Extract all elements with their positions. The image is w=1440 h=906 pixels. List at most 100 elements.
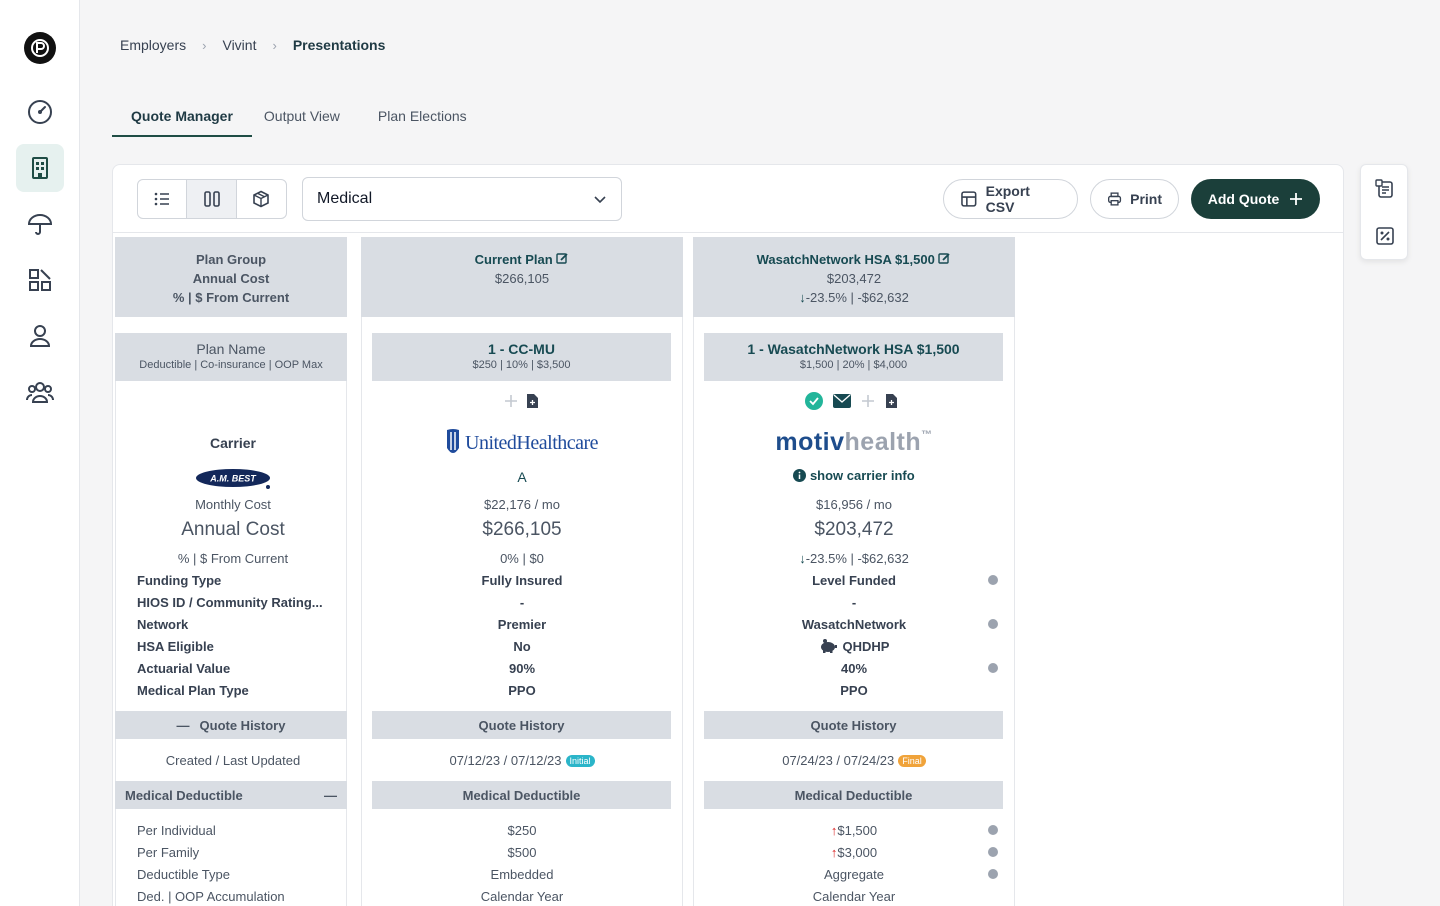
chevron-right-icon: ›: [272, 37, 277, 53]
add-icon[interactable]: [861, 394, 875, 408]
nav-dashboard[interactable]: [16, 88, 64, 136]
envelope-icon[interactable]: [833, 394, 851, 408]
difference-indicator: [988, 663, 998, 673]
table-icon: [961, 191, 977, 207]
rate-change-button[interactable]: [1373, 224, 1397, 248]
umbrella-icon: [27, 214, 53, 235]
nav-coverage[interactable]: [16, 200, 64, 248]
view-toggle-group: [137, 179, 287, 219]
column-view-button[interactable]: [187, 180, 237, 218]
package-view-button[interactable]: [237, 180, 286, 218]
created-updated-label: Created / Last Updated: [165, 753, 301, 768]
wasatch-plan-name-header: 1 - WasatchNetwork HSA $1,500 $1,500 | 2…: [704, 333, 1003, 381]
arrow-up-icon: ↑: [830, 823, 838, 838]
wasatch-plan-delta-row: ↓-23.5% | -$62,632: [693, 288, 1015, 307]
show-carrier-info-link[interactable]: show carrier info: [693, 468, 1015, 483]
plan-type-select[interactable]: Medical: [302, 177, 622, 221]
current-plan-actions: [504, 394, 538, 408]
current-plan-monthly: $22,176 / mo: [484, 497, 560, 512]
difference-indicator: [988, 619, 998, 629]
document-add-icon[interactable]: [526, 394, 538, 408]
nav-team[interactable]: [16, 368, 64, 416]
add-icon[interactable]: [504, 394, 518, 408]
current-funding-type: Fully Insured: [481, 573, 563, 588]
labels-column: Plan Group Annual Cost % | $ From Curren…: [115, 237, 347, 906]
wasatch-actuarial-value: 40%: [840, 661, 868, 676]
current-actuarial-value: 90%: [508, 661, 536, 676]
health-wordmark: health: [844, 428, 922, 456]
plan-name-sub-label: Deductible | Co-insurance | OOP Max: [139, 359, 323, 371]
minus-icon: —: [324, 787, 337, 803]
printer-icon: [1108, 192, 1122, 206]
medical-plan-type-label: Medical Plan Type: [137, 683, 249, 698]
nav-employers[interactable]: [16, 144, 64, 192]
wasatch-plan-title-row: WasatchNetwork HSA $1,500: [693, 250, 1015, 269]
current-plan-name: 1 - CC-MU: [488, 341, 555, 357]
breadcrumb-employers[interactable]: Employers: [120, 37, 187, 53]
final-badge: Final: [898, 755, 926, 767]
side-tools-panel: [1360, 164, 1408, 260]
report-button[interactable]: [1373, 177, 1397, 201]
wasatch-plan-delta: -23.5% | -$62,632: [805, 290, 909, 305]
uhc-wordmark: UnitedHealthcare: [465, 431, 599, 454]
current-plan-title: Current Plan: [474, 252, 553, 267]
nav-profile[interactable]: [16, 312, 64, 360]
breadcrumb-vivint[interactable]: Vivint: [222, 37, 257, 53]
wasatch-plan-from-current-row: ↓-23.5% | -$62,632: [693, 551, 1015, 566]
current-deductible-type: Embedded: [490, 867, 554, 882]
shapes-icon: [29, 269, 51, 291]
wasatch-accumulation: Calendar Year: [812, 889, 896, 904]
tab-bar: Quote Manager Output View Plan Elections: [112, 108, 486, 137]
gauge-icon: [28, 100, 52, 124]
breadcrumb-presentations: Presentations: [292, 37, 386, 53]
list-view-button[interactable]: [138, 180, 188, 218]
quote-history-section-toggle[interactable]: — Quote History: [115, 711, 347, 739]
medical-deductible-section-toggle[interactable]: Medical Deductible —: [115, 781, 347, 809]
carrier-label: Carrier: [210, 435, 256, 451]
chevron-right-icon: ›: [202, 37, 207, 53]
from-current-row-label: % | $ From Current: [177, 551, 289, 566]
current-medical-deductible-header: Medical Deductible: [372, 781, 671, 809]
tab-plan-elections[interactable]: Plan Elections: [377, 108, 467, 124]
edit-icon[interactable]: [556, 252, 569, 265]
breadcrumb: Employers › Vivint › Presentations: [120, 37, 385, 53]
difference-indicator: [988, 847, 998, 857]
hsa-eligible-label: HSA Eligible: [137, 639, 214, 654]
nav-plans[interactable]: [16, 256, 64, 304]
initial-badge: Initial: [565, 755, 595, 767]
print-button[interactable]: Print: [1090, 179, 1179, 219]
current-plan-name-header: 1 - CC-MU $250 | 10% | $3,500: [372, 333, 671, 381]
wasatch-medical-deductible-header: Medical Deductible: [704, 781, 1003, 809]
annual-cost-label: Annual Cost: [192, 271, 270, 286]
app-logo[interactable]: [24, 32, 56, 64]
current-per-family: $500: [507, 845, 537, 860]
current-plan-annual: $266,105: [494, 271, 550, 286]
sidebar: [0, 0, 80, 906]
add-quote-button[interactable]: Add Quote: [1191, 179, 1320, 219]
current-network: Premier: [497, 617, 547, 632]
check-circle-icon[interactable]: [805, 392, 823, 410]
per-family-label: Per Family: [137, 845, 200, 860]
percent-square-icon: [1376, 227, 1394, 245]
trademark-mark: ™: [921, 429, 933, 441]
current-plan-body: [361, 317, 683, 906]
tab-output-view[interactable]: Output View: [263, 108, 340, 124]
arrow-up-icon: ↑: [830, 845, 838, 860]
print-label: Print: [1130, 191, 1162, 207]
export-csv-button[interactable]: Export CSV: [943, 179, 1078, 219]
current-plan-annual-big: $266,105: [482, 519, 562, 540]
tab-quote-manager[interactable]: Quote Manager: [112, 108, 252, 137]
current-plan-sub: $250 | 10% | $3,500: [472, 359, 571, 371]
current-accumulation: Calendar Year: [480, 889, 564, 904]
edit-icon[interactable]: [938, 252, 951, 265]
list-icon: [154, 192, 170, 206]
piggy-bank-icon: [820, 639, 837, 653]
chevron-down-icon: [594, 196, 606, 204]
user-icon: [29, 325, 51, 347]
wasatch-plan-monthly: $16,956 / mo: [816, 497, 892, 512]
document-add-icon[interactable]: [885, 394, 897, 408]
wasatch-hios-id: -: [851, 595, 857, 610]
wasatch-hsa-eligible: QHDHP: [842, 639, 890, 654]
wasatch-quote-history-header: Quote History: [704, 711, 1003, 739]
wasatch-plan-title: WasatchNetwork HSA $1,500: [756, 252, 935, 267]
